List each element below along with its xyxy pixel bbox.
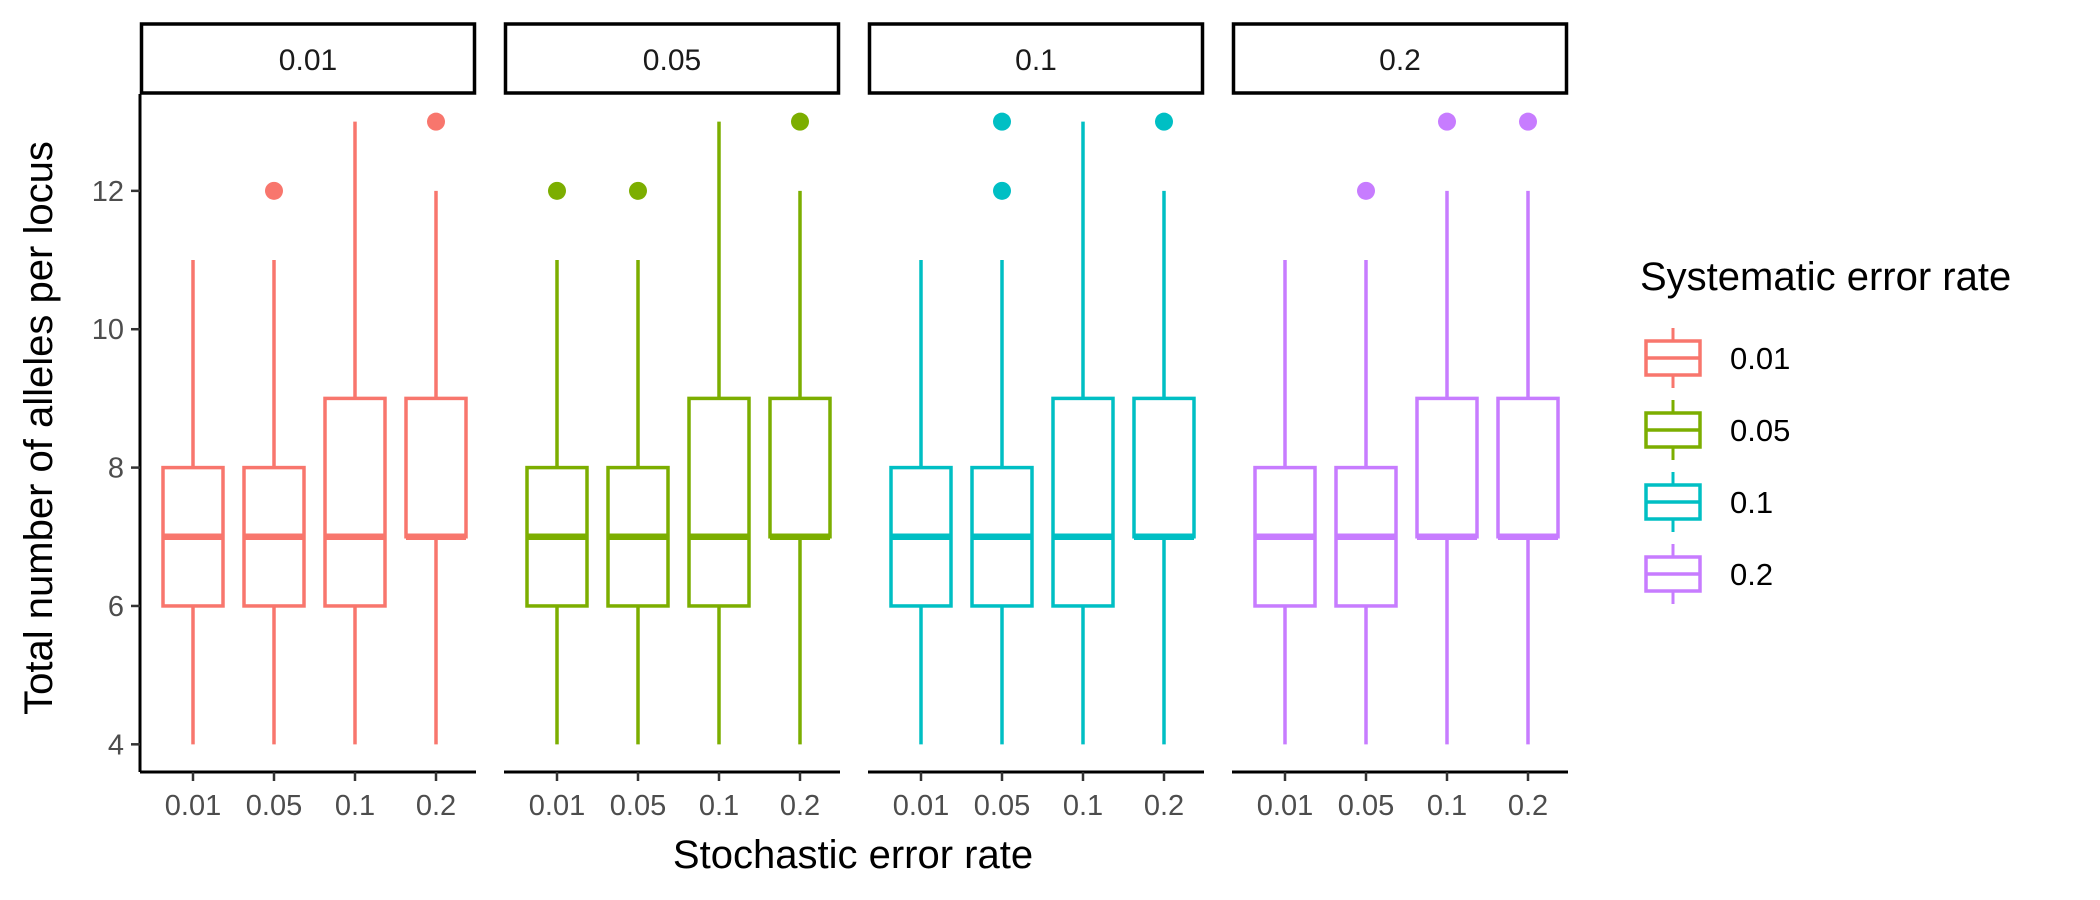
x-tick-label: 0.2: [780, 790, 820, 822]
x-tick-label: 0.01: [1257, 790, 1313, 822]
y-tick-label: 4: [108, 729, 124, 761]
facet-panel: 0.2 0.01 0.05 0.1 0.2: [1231, 22, 1569, 822]
box-body: [1415, 396, 1479, 539]
outlier-point: [629, 181, 647, 200]
x-tick-label: 0.05: [1338, 790, 1394, 822]
x-tick-label: 0.05: [246, 790, 302, 822]
y-tick-label: 10: [92, 314, 124, 346]
facet-strip: [1231, 22, 1569, 95]
x-tick-label: 0.1: [335, 790, 375, 822]
legend-keys: 0.01 0.05 0.1 0.2: [1644, 328, 1790, 604]
box: [404, 112, 468, 745]
outlier-point: [993, 181, 1011, 200]
x-tick-label: 0.1: [699, 790, 739, 822]
x-tick-label: 0.2: [1508, 790, 1548, 822]
facet-strip-label: 0.1: [1015, 44, 1057, 77]
box-body: [687, 396, 751, 608]
box: [1253, 260, 1317, 745]
box: [687, 121, 751, 745]
facet-panel: 0.05 0.01 0.05 0.1 0.2: [503, 22, 841, 822]
legend-item-label: 0.05: [1730, 413, 1790, 448]
legend-item: 0.05: [1644, 400, 1790, 460]
box: [242, 181, 306, 745]
box: [768, 112, 832, 745]
facet-strip: [139, 22, 477, 95]
x-tick-label: 0.05: [610, 790, 666, 822]
facet-panel: 0.01 4 6 8 10 12 0.01 0.05 0.1 0.2: [92, 22, 477, 822]
x-axis-label: Stochastic error rate: [673, 833, 1033, 877]
legend-item: 0.2: [1644, 544, 1773, 604]
facet-strip: [867, 22, 1205, 95]
legend-item-label: 0.01: [1730, 341, 1790, 376]
legend-item-label: 0.1: [1730, 485, 1773, 520]
box: [606, 181, 670, 745]
x-tick-label: 0.1: [1063, 790, 1103, 822]
box: [1334, 181, 1398, 745]
outlier-point: [265, 181, 283, 200]
y-tick-label: 12: [92, 176, 124, 208]
box: [1132, 112, 1196, 745]
box-body: [323, 396, 387, 608]
box: [525, 181, 589, 745]
box-body: [768, 396, 832, 539]
x-tick-label: 0.01: [893, 790, 949, 822]
outlier-point: [427, 112, 445, 131]
x-tick-label: 0.2: [416, 790, 456, 822]
box: [1051, 121, 1115, 745]
legend-title: Systematic error rate: [1640, 255, 2011, 299]
y-tick-label: 8: [108, 453, 124, 485]
outlier-point: [791, 112, 809, 131]
outlier-point: [1357, 181, 1375, 200]
legend-item: 0.01: [1644, 328, 1790, 388]
facet-strip-label: 0.2: [1379, 44, 1421, 77]
box-body: [1051, 396, 1115, 608]
outlier-point: [1155, 112, 1173, 131]
y-axis-label: Total number of alleles per locus: [17, 141, 61, 715]
x-tick-label: 0.2: [1144, 790, 1184, 822]
x-tick-label: 0.01: [165, 790, 221, 822]
x-tick-label: 0.01: [529, 790, 585, 822]
box: [1496, 112, 1560, 745]
outlier-point: [993, 112, 1011, 131]
box: [161, 260, 225, 745]
box: [1415, 112, 1479, 745]
outlier-point: [1438, 112, 1456, 131]
outlier-point: [548, 181, 566, 200]
facet-strip: [503, 22, 841, 95]
x-tick-label: 0.1: [1427, 790, 1467, 822]
facet-strip-label: 0.05: [643, 44, 701, 77]
facet-panel: 0.1 0.01 0.05 0.1 0.2: [867, 22, 1205, 822]
legend-item-label: 0.2: [1730, 557, 1773, 592]
box-body: [1496, 396, 1560, 539]
x-tick-label: 0.05: [974, 790, 1030, 822]
y-tick-label: 6: [108, 591, 124, 623]
outlier-point: [1519, 112, 1537, 131]
box: [970, 112, 1034, 745]
facet-strip-label: 0.01: [279, 44, 337, 77]
legend: Systematic error rate 0.01 0.05 0.1 0.2: [1640, 255, 2011, 604]
box: [889, 260, 953, 745]
box-body: [404, 396, 468, 539]
legend-item: 0.1: [1644, 472, 1773, 532]
box: [323, 121, 387, 745]
box-body: [1132, 396, 1196, 539]
